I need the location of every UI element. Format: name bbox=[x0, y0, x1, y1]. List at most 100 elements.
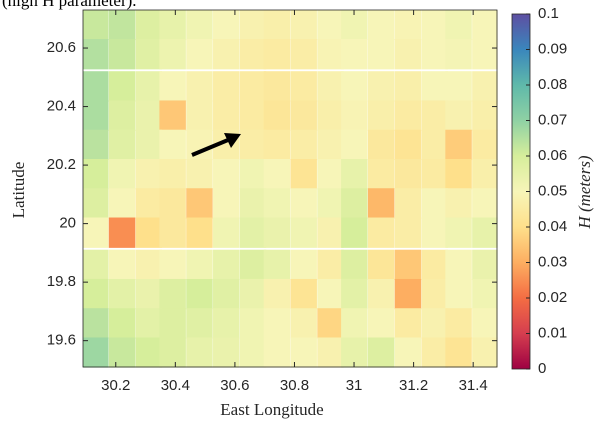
heatmap-cell bbox=[472, 308, 498, 339]
heatmap-cell bbox=[263, 158, 291, 190]
heatmap-cell bbox=[472, 10, 498, 41]
heatmap-cell bbox=[83, 188, 109, 219]
x-tick-label: 30.6 bbox=[220, 377, 249, 394]
heatmap-cell bbox=[83, 308, 109, 339]
heatmap-cell bbox=[367, 39, 395, 70]
heatmap-cell bbox=[263, 249, 291, 281]
heatmap-cell bbox=[445, 278, 472, 310]
heatmap-cell bbox=[135, 217, 163, 248]
heatmap-cell bbox=[213, 278, 240, 310]
heatmap-cell bbox=[317, 158, 344, 190]
heatmap-cell bbox=[213, 188, 240, 219]
heatmap-cell bbox=[263, 39, 291, 70]
heatmap-cell bbox=[159, 158, 186, 190]
heatmap-cell bbox=[108, 158, 136, 190]
heatmap-cell bbox=[367, 100, 395, 131]
heatmap-cell bbox=[263, 10, 291, 41]
heatmap-cell bbox=[341, 308, 368, 339]
heatmap-cell bbox=[445, 100, 472, 131]
heatmap-cell bbox=[317, 188, 344, 219]
heatmap-cell bbox=[213, 217, 240, 248]
heatmap-cell bbox=[290, 158, 317, 190]
heatmap-cell bbox=[445, 337, 472, 368]
heatmap-cell bbox=[83, 71, 109, 102]
heatmap-cell bbox=[421, 39, 448, 70]
heatmap-cell bbox=[186, 10, 213, 41]
heatmap-cell bbox=[341, 71, 368, 102]
heatmap-cell bbox=[445, 10, 472, 41]
heatmap-cell bbox=[290, 278, 317, 310]
heatmap-cell bbox=[290, 249, 317, 281]
colorbar-label: H (meters) bbox=[575, 155, 594, 230]
colorbar-tick-label: 0.1 bbox=[538, 5, 559, 22]
heatmap-cell bbox=[135, 158, 163, 190]
heatmap-cell bbox=[135, 278, 163, 310]
heatmap-cell bbox=[421, 158, 448, 190]
heatmap-cell bbox=[263, 129, 291, 161]
heatmap-cell bbox=[341, 129, 368, 161]
heatmap-cell bbox=[472, 188, 498, 219]
heatmap-cell bbox=[394, 188, 422, 219]
heatmap-cell bbox=[108, 129, 136, 161]
heatmap-cell bbox=[108, 39, 136, 70]
heatmap-cell bbox=[317, 129, 344, 161]
heatmap-cell bbox=[421, 337, 448, 368]
heatmap-cell bbox=[445, 129, 472, 161]
heatmap-cell bbox=[421, 129, 448, 161]
heatmap-cell bbox=[367, 249, 395, 281]
heatmap-cell bbox=[135, 71, 163, 102]
heatmap-cell bbox=[239, 71, 267, 102]
heatmap-cell bbox=[83, 39, 109, 70]
heatmap-cell bbox=[367, 308, 395, 339]
heatmap-cell bbox=[263, 71, 291, 102]
heatmap-cell bbox=[394, 249, 422, 281]
heatmap-cell bbox=[159, 129, 186, 161]
heatmap-cell bbox=[159, 308, 186, 339]
heatmap-cell bbox=[394, 337, 422, 368]
heatmap-cell bbox=[394, 217, 422, 248]
plot-frame bbox=[82, 9, 498, 368]
heatmap-cell bbox=[394, 71, 422, 102]
heatmap-cell bbox=[263, 100, 291, 131]
y-tick-label: 19.8 bbox=[47, 273, 76, 290]
heatmap-cell bbox=[83, 129, 109, 161]
heatmap-cell bbox=[394, 158, 422, 190]
heatmap-cell bbox=[341, 249, 368, 281]
heatmap-cell bbox=[445, 39, 472, 70]
colorbar-tick-label: 0 bbox=[538, 360, 546, 377]
heatmap-cell bbox=[159, 217, 186, 248]
heatmap-cell bbox=[341, 188, 368, 219]
heatmap-cell bbox=[421, 249, 448, 281]
heatmap-cell bbox=[159, 337, 186, 368]
y-tick-label: 20.4 bbox=[47, 98, 76, 115]
heatmap-cell bbox=[83, 217, 109, 248]
heatmap-cell bbox=[213, 100, 240, 131]
heatmap-cell bbox=[135, 39, 163, 70]
heatmap-cell bbox=[135, 308, 163, 339]
heatmap-cell bbox=[239, 10, 267, 41]
heatmap-cell bbox=[317, 308, 344, 339]
heatmap-cell bbox=[135, 10, 163, 41]
arrow-head bbox=[224, 133, 241, 148]
heatmap-cell bbox=[290, 39, 317, 70]
heatmap-cell bbox=[186, 158, 213, 190]
heatmap-cell bbox=[472, 158, 498, 190]
heatmap-cell bbox=[290, 10, 317, 41]
heatmap-cell bbox=[213, 71, 240, 102]
heatmap-cell bbox=[367, 278, 395, 310]
x-tick-label: 31.4 bbox=[459, 377, 488, 394]
heatmap-cell bbox=[394, 308, 422, 339]
heatmap-cell bbox=[135, 188, 163, 219]
heatmap-cell bbox=[159, 249, 186, 281]
x-tick-label: 30.2 bbox=[101, 377, 130, 394]
colorbar-tick-label: 0.01 bbox=[538, 324, 567, 341]
heatmap-cell bbox=[317, 337, 344, 368]
heatmap-cell bbox=[367, 217, 395, 248]
heatmap-cell bbox=[186, 39, 213, 70]
arrow-shaft bbox=[191, 138, 229, 157]
heatmap-cell bbox=[186, 100, 213, 131]
heatmap-cell bbox=[108, 188, 136, 219]
heatmap-cell bbox=[239, 337, 267, 368]
heatmap-cell bbox=[186, 129, 213, 161]
